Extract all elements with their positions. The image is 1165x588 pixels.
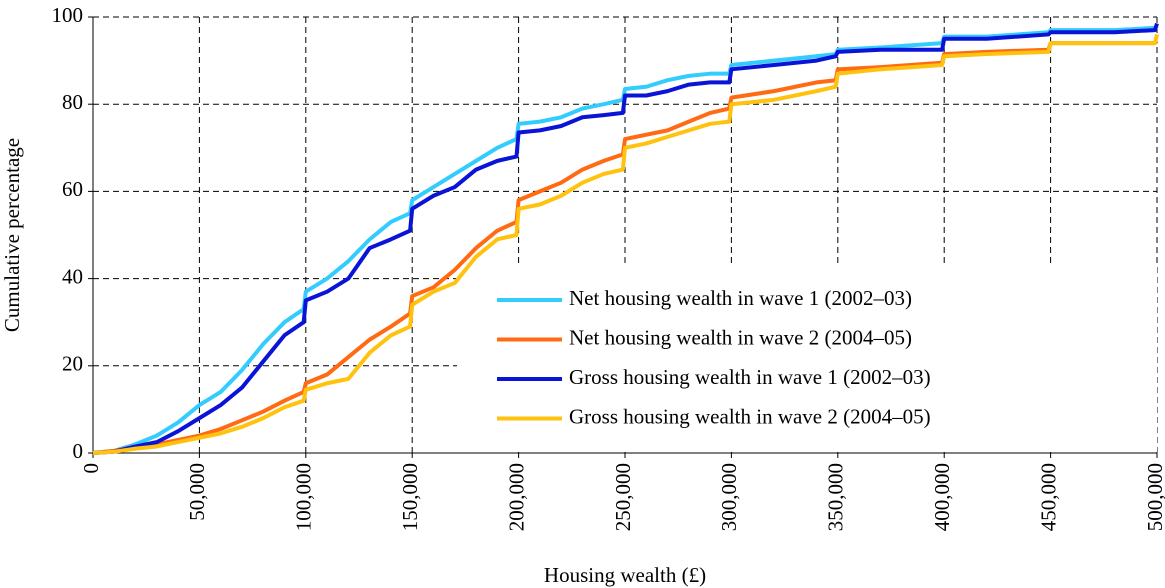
series-line	[92, 39, 1159, 455]
x-tick-label: 450,000	[1036, 463, 1060, 531]
series-line	[92, 24, 1159, 455]
x-tick-label: 50,000	[185, 463, 209, 521]
x-tick-label: 200,000	[504, 463, 528, 531]
series-line	[92, 22, 1159, 455]
y-tick-label: 0	[73, 439, 84, 463]
legend-label: Gross housing wealth in wave 2 (2004–05)	[569, 404, 931, 428]
x-tick-label: 500,000	[1143, 463, 1165, 531]
x-tick-label: 350,000	[824, 463, 848, 531]
x-tick-label: 300,000	[717, 463, 741, 531]
x-tick-label: 400,000	[930, 463, 954, 531]
series-line	[92, 33, 1159, 455]
x-tick-label: 0	[79, 463, 103, 474]
legend-label: Net housing wealth in wave 2 (2004–05)	[569, 325, 912, 349]
legend-label: Gross housing wealth in wave 1 (2002–03)	[569, 365, 931, 389]
y-tick-label: 80	[62, 90, 83, 114]
legend-background	[457, 264, 1157, 452]
x-axis-label: Housing wealth (£)	[544, 563, 706, 587]
y-tick-label: 40	[62, 264, 83, 288]
x-tick-label: 150,000	[398, 463, 422, 531]
x-tick-label: 100,000	[292, 463, 316, 531]
y-tick-label: 60	[62, 177, 83, 201]
x-tick-label: 250,000	[611, 463, 635, 531]
y-axis-label: Cumulative percentage	[0, 138, 24, 332]
legend-label: Net housing wealth in wave 1 (2002–03)	[569, 286, 912, 310]
y-tick-label: 20	[62, 352, 83, 376]
y-tick-label: 100	[52, 3, 84, 27]
